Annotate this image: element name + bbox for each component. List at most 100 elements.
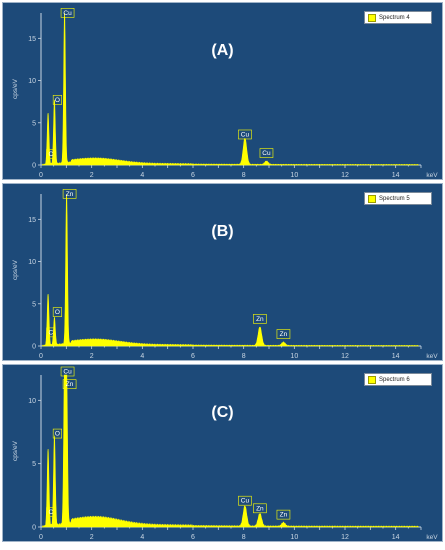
peak-label: C — [46, 327, 56, 338]
y-tick-label: 0 — [32, 344, 36, 351]
x-tick-label: 8 — [242, 172, 246, 179]
peak-label: Zn — [62, 379, 77, 389]
peak-label: Zn — [62, 189, 77, 199]
legend-swatch — [368, 194, 376, 203]
peak-label: Zn — [276, 509, 291, 520]
peak-label-box — [52, 428, 62, 439]
spectrum-panel-c: 0 2 4 6 8 10 12 14 keV 0 5 10 cps/eV C O Cu Zn Cu Zn Zn (C)… — [2, 364, 443, 542]
panel-label-b: (B) — [211, 223, 234, 240]
peak-label-box — [46, 149, 56, 159]
y-axis-label: cps/eV — [12, 440, 19, 461]
peak-label-box — [52, 307, 62, 317]
legend-text: Spectrum 4 — [379, 14, 410, 21]
spectrum-series — [41, 193, 419, 347]
x-tick-label: 12 — [341, 172, 349, 179]
peak-label-text: Cu — [63, 369, 72, 376]
y-tick-label: 5 — [32, 461, 36, 468]
y-tick-label: 10 — [28, 259, 36, 266]
y-tick-label: 5 — [32, 301, 36, 308]
peak-label-box — [276, 509, 291, 520]
x-tick-label: 6 — [191, 172, 195, 179]
peak-label-box — [60, 366, 75, 377]
peak-label-text: C — [48, 509, 53, 516]
peak-label-text: O — [55, 309, 60, 316]
spectrum-series — [41, 12, 419, 166]
x-tick-label: 2 — [90, 353, 94, 360]
x-axis-label: keV — [426, 353, 438, 360]
y-tick-label: 15 — [28, 36, 36, 43]
y-tick-label: 10 — [28, 78, 36, 85]
x-tick-label: 14 — [392, 353, 400, 360]
peak-label: Cu — [60, 366, 75, 377]
x-tick-label: 14 — [392, 172, 400, 179]
peak-label-text: C — [48, 329, 53, 336]
x-tick-label: 0 — [39, 172, 43, 179]
x-tick-label: 8 — [242, 353, 246, 360]
y-tick-label: 10 — [28, 398, 36, 405]
x-tick-label: 10 — [290, 172, 298, 179]
peak-label: C — [46, 149, 56, 159]
legend-text: Spectrum 5 — [379, 195, 410, 202]
spectrum-chart-c: 0 2 4 6 8 10 12 14 keV 0 5 10 cps/eV C O Cu Zn Cu Zn Zn — [12, 366, 438, 541]
peak-label-text: Cu — [63, 10, 72, 17]
peak-label-box — [62, 379, 77, 389]
legend-a: Spectrum 4 — [364, 11, 432, 24]
peak-label-box — [46, 507, 56, 517]
peak-label-text: Zn — [66, 191, 74, 198]
x-tick-label: 12 — [341, 353, 349, 360]
spectrum-chart-a: 0 2 4 6 8 10 12 14 keV 0 5 10 15 cps/eV C O Cu Cu Cu — [12, 8, 438, 179]
x-axis-label: keV — [426, 172, 438, 179]
x-tick-label: 10 — [290, 534, 298, 541]
peak-label: O — [52, 95, 62, 105]
x-tick-label: 0 — [39, 534, 43, 541]
x-tick-label: 6 — [191, 353, 195, 360]
peak-label: Cu — [238, 129, 252, 140]
peak-label-text: O — [55, 431, 60, 438]
peak-label-text: O — [55, 97, 60, 104]
peak-label: O — [52, 307, 62, 317]
peak-label-text: Zn — [280, 331, 288, 338]
legend-swatch — [368, 13, 376, 22]
y-tick-label: 0 — [32, 163, 36, 170]
peak-label: O — [52, 428, 62, 439]
peak-label-text: Zn — [280, 512, 288, 519]
y-axis-label: cps/eV — [12, 259, 19, 280]
x-tick-label: 2 — [90, 534, 94, 541]
x-tick-label: 6 — [191, 534, 195, 541]
peak-label: Cu — [60, 8, 75, 18]
peak-label: C — [46, 507, 56, 517]
peak-label: Zn — [253, 314, 267, 324]
x-tick-label: 10 — [290, 353, 298, 360]
peak-label-text: Cu — [262, 150, 271, 157]
spectrum-series — [41, 374, 419, 528]
x-tick-label: 2 — [90, 172, 94, 179]
peak-label-text: Cu — [241, 498, 250, 505]
panel-label-c: (C) — [211, 404, 234, 421]
x-axis-label: keV — [426, 534, 438, 541]
peak-label-box — [52, 95, 62, 105]
panel-label-a: (A) — [211, 42, 234, 59]
y-tick-label: 0 — [32, 525, 36, 532]
legend-text: Spectrum 6 — [379, 376, 410, 383]
peak-label-box — [253, 503, 267, 514]
legend-c: Spectrum 6 — [364, 373, 432, 386]
x-tick-label: 8 — [242, 534, 246, 541]
peak-label-box — [276, 329, 291, 339]
x-tick-label: 4 — [140, 172, 144, 179]
spectrum-chart-b: 0 2 4 6 8 10 12 14 keV 0 5 10 15 cps/eV C O Zn Zn Zn — [12, 189, 438, 360]
x-tick-label: 12 — [341, 534, 349, 541]
x-tick-label: 0 — [39, 353, 43, 360]
peak-label-text: C — [48, 151, 53, 158]
peak-label-text: Cu — [241, 131, 250, 138]
x-tick-label: 4 — [140, 534, 144, 541]
x-tick-label: 14 — [392, 534, 400, 541]
peak-label-text: Zn — [256, 505, 264, 512]
peak-label-box — [259, 148, 274, 158]
peak-label-box — [60, 8, 75, 18]
peak-label: Zn — [253, 503, 267, 514]
y-tick-label: 5 — [32, 120, 36, 127]
peak-label-box — [238, 129, 252, 140]
peak-label-box — [253, 314, 267, 324]
legend-swatch — [368, 375, 376, 384]
peak-label-text: Zn — [256, 316, 264, 323]
